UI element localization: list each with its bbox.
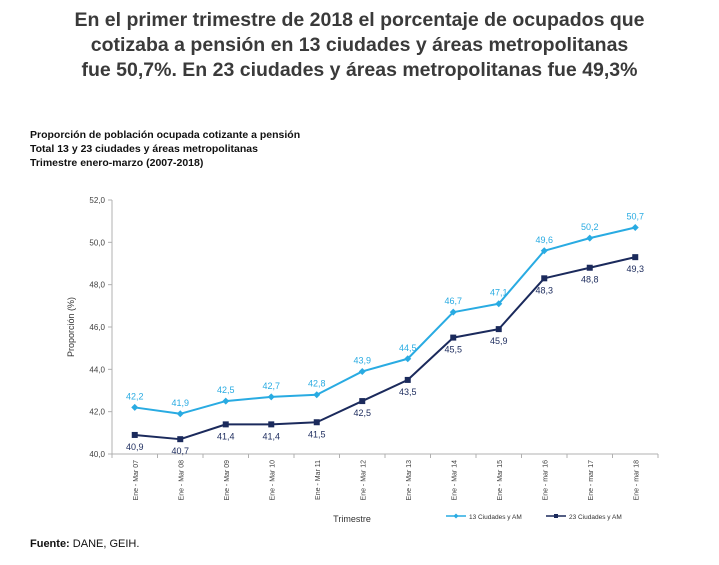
series-13-ciudades-data-label: 50,7: [626, 212, 644, 222]
source-label: Fuente:: [30, 538, 70, 550]
y-tick-label: 50,0: [89, 238, 105, 247]
series-13-ciudades-point: [586, 234, 594, 242]
legend-23-ciudades-label: 23 Ciudades y AM: [569, 514, 622, 521]
legend-13-ciudades-marker: [453, 513, 459, 519]
x-tick-label: Ene - Mar 13: [406, 460, 413, 501]
series-13-ciudades-point: [495, 300, 503, 308]
x-tick-label: Ene - Mar 14: [451, 460, 458, 501]
chart-lines: [134, 226, 636, 441]
series-13-ciudades-data-label: 42,2: [126, 391, 144, 401]
chart-axes: [111, 200, 658, 455]
series-13-ciudades-point: [176, 410, 184, 418]
series-13-ciudades-data-label: 47,1: [490, 288, 508, 298]
series-23-ciudades-data-label: 42,5: [353, 408, 371, 418]
series-13-ciudades-data-label: 49,6: [535, 235, 553, 245]
x-tick-label: Ene - Mar 09: [224, 460, 231, 501]
series-13-ciudades-point: [267, 393, 275, 401]
x-tick-label: Ene - Mar 08: [178, 460, 185, 501]
chart-subtitle-block: Proporción de población ocupada cotizant…: [30, 128, 300, 170]
x-tick-label: Ene - Mar 10: [269, 460, 276, 501]
series-23-ciudades-data-label: 41,4: [262, 431, 280, 441]
series-13-ciudades-data-label: 44,5: [399, 343, 417, 353]
x-tick-label: Ene - mar 18: [633, 460, 640, 501]
series-13-ciudades-point: [358, 367, 366, 375]
series-23-ciudades-data-label: 43,5: [399, 387, 417, 397]
x-tick-label: Ene - Mar 11: [315, 460, 322, 500]
series-13-ciudades-data-label: 42,8: [308, 379, 326, 389]
series-23-ciudades-point: [222, 421, 229, 428]
y-tick-label: 46,0: [89, 323, 105, 332]
y-tick-label: 40,0: [89, 450, 105, 459]
series-13-ciudades-point: [313, 391, 321, 399]
x-tick-label: Ene - mar 16: [542, 460, 549, 501]
chart-markers: [131, 224, 639, 443]
series-13-ciudades-data-label: 42,7: [262, 381, 280, 391]
source-footer: Fuente: DANE, GEIH.: [30, 538, 139, 550]
series-23-ciudades-data-label: 48,3: [535, 285, 553, 295]
series-13-ciudades-point: [631, 224, 639, 232]
series-13-ciudades-point: [404, 355, 412, 363]
x-tick-label: Ene - Mar 07: [133, 460, 140, 501]
series-13-ciudades-data-label: 41,9: [171, 398, 189, 408]
legend-23-ciudades-marker: [554, 514, 558, 518]
y-tick-label: 42,0: [89, 408, 105, 417]
x-axis-label: Trimestre: [333, 514, 371, 524]
series-13-ciudades-point: [222, 397, 230, 405]
y-tick-label: 52,0: [89, 196, 105, 205]
series-13-ciudades-data-label: 42,5: [217, 385, 235, 395]
source-text: DANE, GEIH.: [72, 538, 140, 550]
chart-ticks: 40,0 42,0 44,0 46,0 48,0 50,0 52,0 Ene - Mar 07…: [89, 196, 659, 501]
headline-line-1: En el primer trimestre de 2018 el porcen…: [74, 9, 645, 31]
series-23-ciudades-point: [586, 264, 593, 271]
series-23-ciudades-data-label: 48,8: [581, 275, 599, 285]
y-tick-label: 44,0: [89, 365, 105, 374]
series-23-ciudades-data-label: 41,4: [217, 431, 235, 441]
headline-line-3: fue 50,7%. En 23 ciudades y áreas metrop…: [81, 59, 638, 81]
x-tick-label: Ene - Mar 15: [497, 460, 504, 501]
series-23-ciudades-point: [177, 436, 184, 443]
series-13-ciudades-point: [449, 308, 457, 316]
chart-subtitle-1: Total 13 y 23 ciudades y áreas metropoli…: [30, 143, 258, 155]
series-23-ciudades-point: [632, 254, 639, 261]
series-23-ciudades-point: [495, 326, 502, 333]
x-tick-label: Ene - mar 17: [588, 460, 595, 501]
series-13-ciudades-point: [540, 247, 548, 255]
headline-line-2: cotizaba a pensión en 13 ciudades y área…: [90, 34, 629, 56]
series-23-ciudades-point: [131, 431, 138, 438]
chart-title: Proporción de población ocupada cotizant…: [30, 129, 301, 141]
chart-subtitle-2: Trimestre enero-marzo (2007-2018): [30, 157, 204, 169]
series-13-ciudades-data-label: 50,2: [581, 222, 599, 232]
series-23-ciudades-point: [268, 421, 275, 428]
legend-13-ciudades-label: 13 Ciudades y AM: [469, 514, 522, 521]
series-13-ciudades-line: [134, 226, 636, 415]
series-23-ciudades-data-label: 40,9: [126, 442, 144, 452]
series-23-ciudades-data-label: 41,5: [308, 429, 326, 439]
series-23-ciudades-data-label: 45,5: [444, 345, 462, 355]
series-13-ciudades-point: [131, 403, 139, 411]
series-13-ciudades-data-label: 46,7: [444, 296, 462, 306]
x-tick-label: Ene - Mar 12: [360, 460, 367, 501]
series-23-ciudades-line: [134, 256, 636, 441]
series-13-ciudades-data-label: 43,9: [353, 355, 371, 365]
series-23-ciudades-point: [450, 334, 457, 341]
series-23-ciudades-data-label: 40,7: [171, 446, 189, 456]
chart-data-labels: 42,2 41,9 42,5 42,7 42,8 43,9 44,5 46,7 47,1 49,6…: [126, 212, 644, 457]
series-23-ciudades-point: [359, 398, 366, 405]
series-23-ciudades-data-label: 45,9: [490, 336, 508, 346]
headline: En el primer trimestre de 2018 el porcen…: [0, 8, 719, 83]
series-23-ciudades-point: [313, 419, 320, 426]
series-23-ciudades-data-label: 49,3: [626, 264, 644, 274]
chart-legend: 13 Ciudades y AM 23 Ciudades y AM: [446, 513, 622, 521]
series-23-ciudades-point: [404, 376, 411, 383]
y-axis-label: Proporción (%): [66, 297, 76, 357]
y-tick-label: 48,0: [89, 281, 105, 290]
series-23-ciudades-point: [541, 275, 548, 282]
